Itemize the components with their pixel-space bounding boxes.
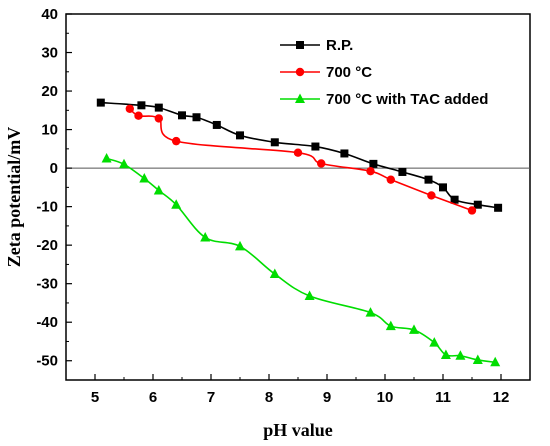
y-tick-label: -50 — [36, 353, 58, 370]
data-point — [365, 307, 376, 317]
data-point — [96, 98, 105, 107]
series-line — [106, 157, 496, 364]
data-point — [427, 191, 436, 200]
data-point — [236, 131, 244, 140]
data-point — [125, 104, 134, 113]
data-point — [385, 320, 396, 331]
data-point — [235, 240, 245, 251]
x-tick-label: 11 — [435, 389, 451, 406]
x-tick-label: 8 — [265, 389, 273, 406]
data-point — [450, 195, 459, 204]
data-point — [494, 203, 503, 212]
data-point — [439, 183, 447, 192]
data-point — [424, 175, 433, 184]
legend-label: R.P. — [326, 37, 353, 54]
y-axis-title: Zeta potential/mV — [4, 127, 24, 267]
data-point — [409, 324, 419, 334]
data-point — [172, 136, 181, 146]
data-point — [317, 159, 326, 168]
data-point — [134, 111, 143, 120]
data-point — [473, 200, 482, 209]
y-tick-label: -40 — [36, 314, 58, 331]
series-3 — [101, 152, 501, 367]
data-point — [455, 350, 466, 360]
data-point — [340, 149, 349, 158]
data-point — [212, 120, 221, 129]
series-2 — [125, 104, 477, 215]
y-tick-label: -10 — [36, 199, 58, 216]
legend-label: 700 °C — [326, 64, 372, 81]
data-point — [154, 103, 163, 112]
y-tick-label: 30 — [41, 45, 58, 62]
x-axis-title: pH value — [263, 420, 333, 440]
data-point — [369, 159, 378, 168]
data-point — [472, 354, 483, 364]
x-tick-label: 9 — [323, 389, 331, 406]
series-layer — [96, 98, 503, 367]
data-point — [269, 268, 280, 279]
x-tick-label: 5 — [91, 389, 99, 406]
data-point — [153, 184, 164, 195]
y-tick-label: 0 — [50, 160, 58, 177]
x-tick-label: 7 — [207, 389, 215, 406]
data-point — [440, 349, 451, 359]
x-tick-label: 10 — [377, 389, 394, 406]
y-axis-ticks: -50 -40 -30 -20 -10 0 10 20 30 40 — [36, 6, 72, 381]
data-point — [467, 206, 477, 215]
data-point — [200, 231, 211, 242]
x-axis-ticks: 5 6 7 8 9 10 11 12 — [65, 374, 531, 406]
legend-label: 700 °C with TAC added — [326, 91, 488, 108]
legend-marker — [295, 67, 305, 77]
data-point — [366, 166, 375, 176]
data-point — [119, 158, 129, 169]
data-point — [171, 199, 182, 209]
x-tick-label: 12 — [493, 389, 510, 406]
data-point — [139, 173, 150, 183]
data-point — [154, 114, 163, 123]
data-point — [270, 138, 279, 147]
legend-marker — [296, 41, 304, 49]
y-tick-label: 10 — [41, 122, 58, 139]
y-tick-label: 20 — [41, 83, 58, 100]
series-line — [129, 108, 473, 212]
data-point — [311, 142, 320, 151]
y-tick-label: 40 — [41, 6, 58, 23]
y-tick-label: -20 — [36, 237, 58, 254]
data-point — [429, 337, 440, 347]
data-point — [101, 152, 112, 163]
data-point — [490, 356, 501, 367]
data-point — [304, 290, 315, 301]
data-point — [137, 101, 146, 110]
series-1 — [96, 98, 503, 212]
legend: R.P. 700 °C 700 °C with TAC added — [280, 37, 488, 108]
data-point — [178, 111, 186, 120]
data-point — [398, 167, 407, 176]
data-point — [293, 148, 303, 157]
x-tick-label: 6 — [149, 389, 157, 406]
data-point — [386, 175, 395, 184]
y-tick-label: -30 — [36, 276, 58, 293]
data-point — [192, 113, 201, 122]
legend-marker — [295, 93, 305, 103]
